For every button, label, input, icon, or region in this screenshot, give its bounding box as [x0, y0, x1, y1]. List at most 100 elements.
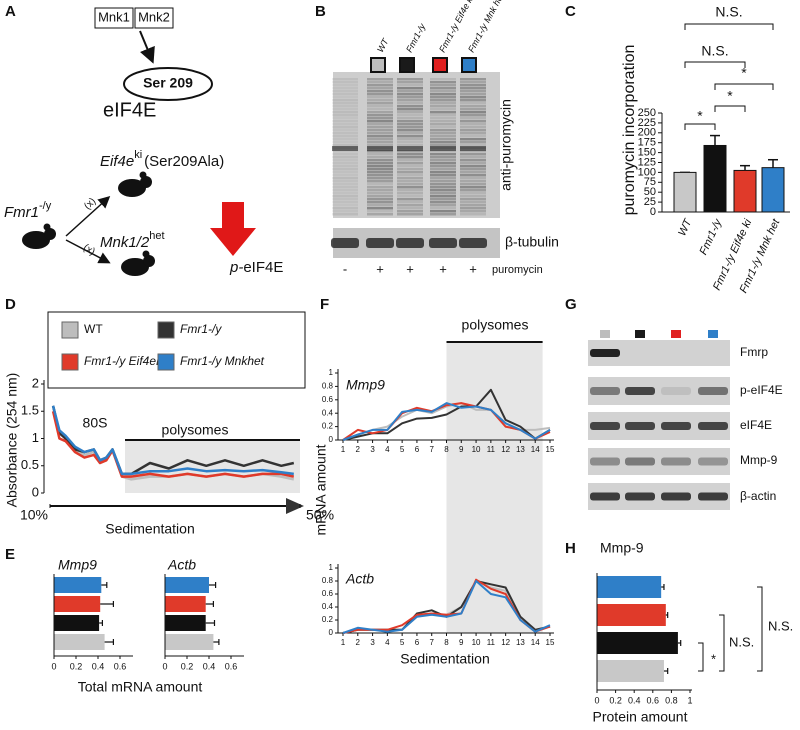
x-tick-label: 0.2 — [70, 661, 83, 671]
x-tick-label: 2 — [356, 638, 361, 647]
blot-band — [397, 144, 423, 147]
blot-band — [460, 108, 486, 111]
blot-band — [332, 204, 358, 207]
mutation: (Ser209Ala) — [144, 153, 224, 170]
blot-band — [367, 84, 393, 87]
blot-band — [460, 204, 486, 207]
blot-band — [367, 111, 393, 114]
blot-band — [397, 204, 423, 207]
blot-band — [430, 213, 456, 216]
blot-band — [367, 117, 393, 120]
blot-band — [460, 99, 486, 102]
blot-band — [367, 180, 393, 183]
blot-band — [367, 129, 393, 132]
bar — [703, 144, 727, 213]
protein: eIF4E — [243, 259, 283, 276]
y-tick-label: 225 — [638, 117, 656, 129]
blot-band — [397, 183, 423, 186]
blot-band — [332, 183, 358, 186]
blot-band — [367, 204, 393, 207]
blot-band — [460, 78, 486, 81]
blot-band — [332, 150, 358, 153]
y-tick-label: 2 — [32, 375, 39, 390]
blot-band — [367, 174, 393, 177]
blot-band — [460, 117, 486, 120]
blot-band — [460, 102, 486, 105]
blot-band — [460, 201, 486, 204]
blot-band — [460, 132, 486, 135]
x-tick-label: 50% — [306, 507, 334, 523]
bar — [54, 615, 100, 631]
blot-band — [367, 186, 393, 189]
x-tick-label: 4 — [385, 445, 390, 454]
annotation: N.S. — [729, 634, 754, 649]
blot-band — [367, 87, 393, 90]
blot-band — [430, 135, 456, 138]
blot-band — [590, 387, 620, 395]
chart-title: Actb — [167, 557, 196, 573]
blot-band — [661, 422, 691, 430]
blot-band — [397, 99, 423, 102]
bracket — [714, 83, 774, 90]
y-axis-label: mRNA amount — [313, 444, 329, 535]
blot-band — [332, 174, 358, 177]
blot-band — [332, 138, 358, 141]
blot-band — [625, 492, 655, 501]
x-tick-label: 0.2 — [181, 661, 194, 671]
blot-band — [332, 117, 358, 120]
blot-band — [430, 99, 456, 102]
treatment: + — [439, 261, 447, 276]
blot-band — [367, 99, 393, 102]
legend-label: Fmr1-/y Eif4eKi — [84, 354, 167, 368]
blot-band — [332, 105, 358, 108]
x-tick-label: 0.6 — [225, 661, 238, 671]
y-tick-label: 75 — [644, 176, 656, 188]
y-tick-label: 100 — [638, 166, 656, 178]
y-tick-label: 1 — [329, 368, 334, 377]
blot-band — [397, 150, 423, 153]
blot-band — [590, 492, 620, 501]
blot-band — [460, 120, 486, 123]
blot — [588, 448, 730, 475]
blot-label: p-eIF4E — [740, 383, 783, 397]
blot-band — [332, 87, 358, 90]
lane-swatch — [671, 330, 681, 338]
blot-label: β-tubulin — [505, 234, 559, 250]
chart-title: Actb — [345, 571, 374, 587]
blot-band — [430, 204, 456, 207]
y-tick-label: 0.6 — [322, 589, 334, 598]
blot-band — [367, 135, 393, 138]
blot-band — [430, 144, 456, 147]
blot-band — [460, 177, 486, 180]
blot-band — [430, 183, 456, 186]
blot-band — [332, 171, 358, 174]
blot-band — [397, 90, 423, 93]
blot-band — [332, 126, 358, 129]
x-tick-label: 0.4 — [92, 661, 105, 671]
blot-band — [397, 174, 423, 177]
lane-label: Fmr1-/y Mnk het — [466, 0, 506, 54]
blot-band — [460, 189, 486, 192]
panel-label: B — [315, 3, 326, 20]
blot-band — [460, 165, 486, 168]
blot-band — [430, 129, 456, 132]
blot-label: Mmp-9 — [740, 453, 778, 467]
blot-band — [460, 123, 486, 126]
blot-band — [332, 195, 358, 198]
blot-band — [430, 81, 456, 84]
blot-band — [625, 387, 655, 395]
blot-band — [397, 81, 423, 84]
y-tick-label: 0 — [32, 484, 39, 499]
blot-band — [430, 156, 456, 159]
x-axis-label: Protein amount — [593, 709, 688, 725]
blot-band — [661, 387, 691, 395]
blot-band — [332, 165, 358, 168]
y-tick-label: 0.2 — [322, 422, 334, 431]
blot-band — [430, 162, 456, 165]
y-tick-label: 1 — [32, 430, 39, 445]
blot-band — [332, 84, 358, 87]
y-tick-label: 0.4 — [322, 602, 334, 611]
blot-band — [460, 87, 486, 90]
gene: Eif4e — [100, 153, 134, 170]
